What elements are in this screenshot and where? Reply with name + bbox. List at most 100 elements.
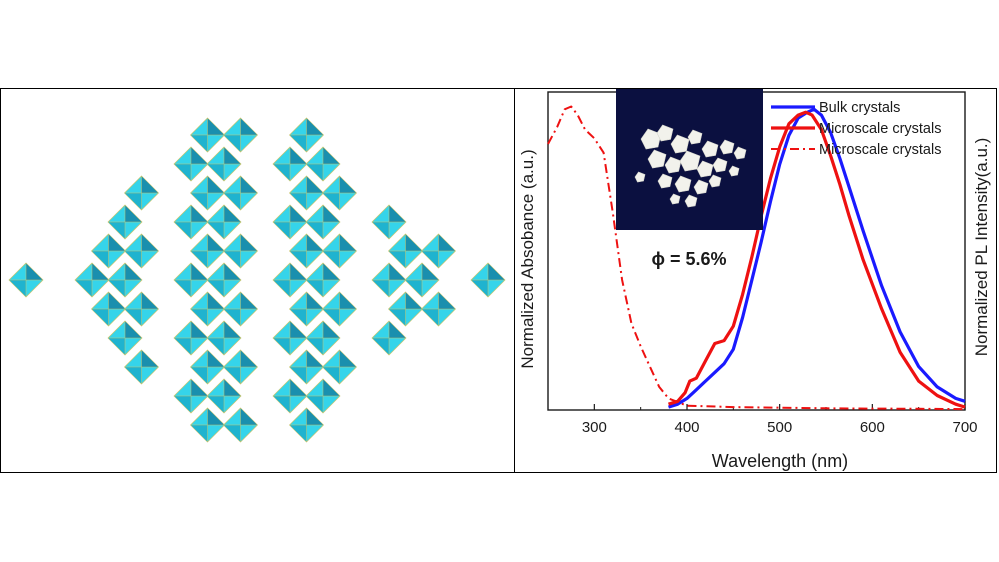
figure-frame: [0, 88, 997, 473]
crystal: [684, 194, 698, 208]
crystal: [712, 157, 728, 173]
polyhedron: [272, 204, 308, 240]
crystal: [719, 139, 735, 155]
polyhedron: [222, 349, 259, 385]
series-line-microscale-pl: [668, 110, 966, 409]
legend-label: Microscale crystals: [819, 121, 941, 137]
x-tick-label: 500: [767, 419, 792, 436]
x-tick-label: 600: [860, 419, 885, 436]
crystal: [634, 171, 646, 183]
polyhedron: [189, 349, 226, 385]
crystal: [670, 134, 690, 154]
crystal: [664, 156, 682, 174]
polyhedron: [173, 262, 209, 298]
polyhedron: [123, 291, 160, 327]
x-tick-label: 400: [674, 419, 699, 436]
polyhedron: [305, 204, 341, 240]
polyhedron: [107, 204, 143, 240]
polyhedron: [189, 291, 226, 327]
series-line-microscale-absorbance: [547, 105, 966, 411]
polyhedron: [173, 320, 209, 356]
polyhedron: [123, 175, 160, 211]
polyhedron: [288, 117, 325, 153]
polyhedron: [107, 320, 143, 356]
polyhedron: [206, 262, 242, 298]
polyhedron: [189, 233, 226, 269]
polyhedron: [222, 175, 259, 211]
polyhedron: [288, 233, 325, 269]
x-tick-label: 300: [582, 419, 607, 436]
legend-label: Bulk crystals: [819, 100, 900, 116]
polyhedron: [305, 320, 341, 356]
polyhedron: [288, 175, 325, 211]
polyhedron: [305, 146, 341, 182]
polyhedron: [404, 262, 440, 298]
polyhedron: [420, 233, 457, 269]
crystal: [669, 193, 681, 205]
polyhedron: [371, 320, 407, 356]
polyhedron: [8, 262, 44, 298]
polyhedron: [90, 233, 127, 269]
crystal: [679, 150, 701, 172]
polyhedron: [189, 175, 226, 211]
polyhedron: [222, 291, 259, 327]
polyhedron: [272, 146, 308, 182]
crystal: [701, 140, 719, 158]
legend-label: Microscale crystals: [819, 142, 941, 158]
polyhedron: [173, 378, 209, 414]
panel-divider: [514, 88, 515, 473]
polyhedron: [321, 233, 358, 269]
polyhedron: [470, 262, 506, 298]
polyhedron: [206, 204, 242, 240]
x-axis-label: Wavelength (nm): [712, 451, 848, 471]
crystal: [656, 124, 674, 142]
framework-structure-image: [8, 117, 506, 443]
polyhedron: [222, 407, 259, 443]
polyhedron: [288, 349, 325, 385]
polyhedron: [288, 291, 325, 327]
polyhedron: [206, 378, 242, 414]
polyhedron: [305, 378, 341, 414]
crystal: [696, 160, 714, 178]
polyhedron: [420, 291, 457, 327]
crystal: [657, 173, 673, 189]
polyhedron: [321, 175, 358, 211]
crystal: [728, 165, 740, 177]
polyhedron: [206, 146, 242, 182]
polyhedron: [305, 262, 341, 298]
polyhedron: [387, 233, 424, 269]
polyhedron: [90, 291, 127, 327]
polyhedron: [222, 117, 259, 153]
crystal: [674, 175, 692, 193]
polyhedron: [173, 204, 209, 240]
polyhedron: [288, 407, 325, 443]
polyhedron: [387, 291, 424, 327]
polyhedron: [107, 262, 143, 298]
polyhedron: [222, 233, 259, 269]
crystal: [708, 174, 722, 188]
polyhedron: [123, 233, 160, 269]
polyhedron: [321, 349, 358, 385]
polyhedron: [272, 378, 308, 414]
polyhedron: [173, 146, 209, 182]
crystal: [693, 179, 709, 195]
polyhedron: [189, 407, 226, 443]
polyhedron: [272, 262, 308, 298]
polyhedron: [74, 262, 110, 298]
polyhedron: [206, 320, 242, 356]
polyhedron: [272, 320, 308, 356]
pl-spectrum-chart: 300 400 500 600 700 ϕ = 5.6% Bulk crystals Mi…: [518, 89, 991, 471]
polyhedron: [189, 117, 226, 153]
quantum-yield-label: ϕ = 5.6%: [651, 249, 726, 269]
crystal: [733, 146, 747, 160]
crystal: [647, 149, 667, 169]
polyhedron: [123, 349, 160, 385]
crystal: [687, 129, 703, 145]
x-tick-label: 700: [952, 419, 977, 436]
y-axis-label-right: Normalized PL Intensity(a.u.): [972, 138, 991, 357]
polyhedron: [321, 291, 358, 327]
polyhedron: [371, 204, 407, 240]
polyhedron: [371, 262, 407, 298]
y-axis-label-left: Normalized Absobance (a.u.): [518, 149, 537, 368]
crystal: [640, 128, 662, 150]
